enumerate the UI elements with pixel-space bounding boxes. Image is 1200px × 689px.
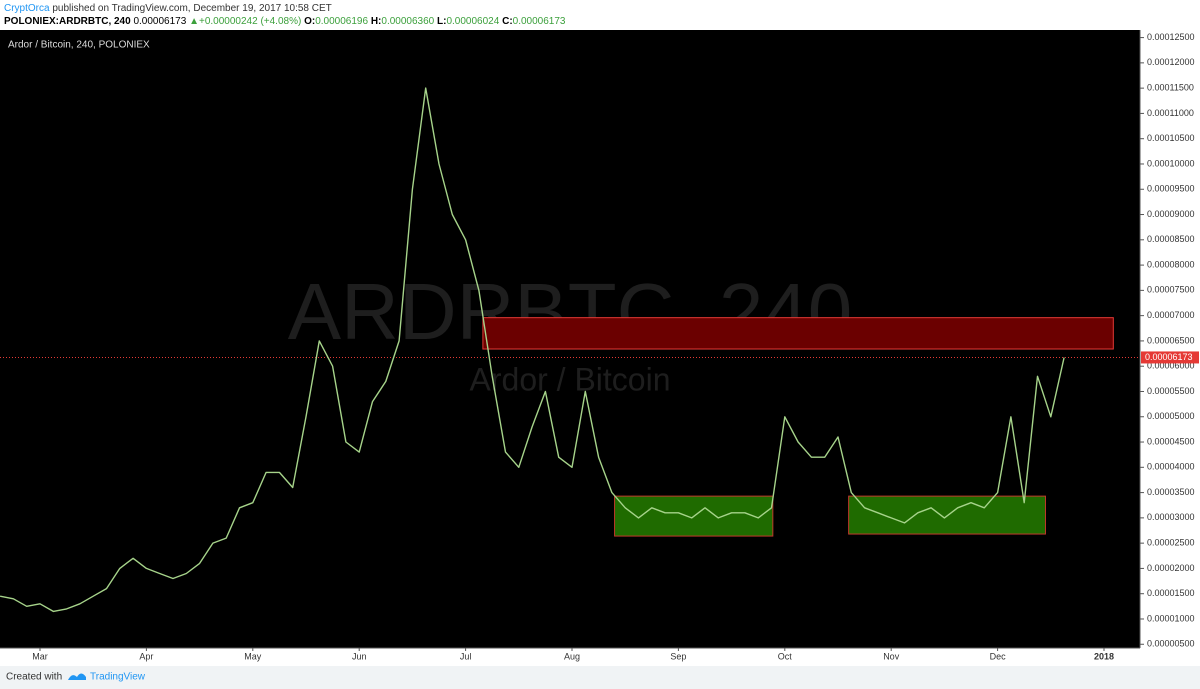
x-tick-label: Jun xyxy=(352,651,367,661)
open: 0.00006196 xyxy=(315,16,368,27)
y-tick-label: 0.00002500 xyxy=(1147,538,1195,548)
x-tick-label: Mar xyxy=(32,651,48,661)
y-tick-label: 0.00010500 xyxy=(1147,133,1195,143)
y-tick-label: 0.00000500 xyxy=(1147,639,1195,649)
arrow: ▲ xyxy=(189,16,199,27)
low: 0.00006024 xyxy=(446,16,499,27)
brand-logo xyxy=(68,673,86,680)
y-tick-label: 0.00001000 xyxy=(1147,613,1195,623)
y-tick-label: 0.00012000 xyxy=(1147,57,1195,67)
change: +0.00000242 (+4.08%) xyxy=(199,16,301,27)
y-tick-label: 0.00008000 xyxy=(1147,259,1195,269)
x-tick-label: Aug xyxy=(564,651,580,661)
y-tick-label: 0.00009000 xyxy=(1147,209,1195,219)
header-line-2: POLONIEX:ARDRBTC, 240 0.00006173 ▲+0.000… xyxy=(4,16,566,27)
y-tick-label: 0.00009500 xyxy=(1147,184,1195,194)
last-price-box xyxy=(1141,351,1199,364)
x-tick-label: Jul xyxy=(460,651,472,661)
x-tick-label: 2018 xyxy=(1094,651,1114,661)
y-tick-label: 0.00001500 xyxy=(1147,588,1195,598)
l-label: L: xyxy=(437,16,446,27)
x-tick-label: Sep xyxy=(670,651,686,661)
footer-brand[interactable]: TradingView xyxy=(90,672,146,683)
y-tick-label: 0.00006000 xyxy=(1147,361,1195,371)
y-tick-label: 0.00004500 xyxy=(1147,436,1195,446)
published: published on TradingView.com, December 1… xyxy=(52,3,331,14)
y-tick-label: 0.00012500 xyxy=(1147,32,1195,42)
y-tick-label: 0.00003000 xyxy=(1147,512,1195,522)
y-tick-label: 0.00010000 xyxy=(1147,158,1195,168)
y-tick-label: 0.00011500 xyxy=(1147,83,1194,93)
footer-created: Created with xyxy=(6,672,62,683)
x-tick-label: Nov xyxy=(883,651,900,661)
zone xyxy=(482,317,1114,350)
y-tick-label: 0.00007500 xyxy=(1147,285,1195,295)
y-tick-label: 0.00005500 xyxy=(1147,386,1195,396)
last-price-label: 0.00006173 xyxy=(1145,352,1193,362)
y-tick-label: 0.00006500 xyxy=(1147,335,1195,345)
price: 0.00006173 xyxy=(133,16,186,27)
close: 0.00006173 xyxy=(513,16,566,27)
y-tick-label: 0.00003500 xyxy=(1147,487,1195,497)
o-label: O: xyxy=(304,16,315,27)
x-tick-label: Apr xyxy=(139,651,153,661)
header-line-1: CryptOrca published on TradingView.com, … xyxy=(4,3,332,14)
watermark-sub: Ardor / Bitcoin xyxy=(470,361,671,397)
y-tick-label: 0.00007000 xyxy=(1147,310,1195,320)
price-line xyxy=(0,87,1065,613)
x-tick-label: Dec xyxy=(990,651,1007,661)
y-tick-label: 0.00005000 xyxy=(1147,411,1195,421)
h-label: H: xyxy=(371,16,382,27)
symbol: POLONIEX:ARDRBTC, 240 xyxy=(4,16,131,27)
chart-title: Ardor / Bitcoin, 240, POLONIEX xyxy=(8,40,150,51)
zones xyxy=(482,317,1114,537)
author[interactable]: CryptOrca xyxy=(4,3,50,14)
footer-bar xyxy=(0,666,1200,689)
y-tick-label: 0.00008500 xyxy=(1147,234,1195,244)
y-tick-label: 0.00004000 xyxy=(1147,462,1195,472)
plot xyxy=(0,87,1140,613)
high: 0.00006360 xyxy=(381,16,434,27)
y-tick-label: 0.00002000 xyxy=(1147,563,1195,573)
x-tick-label: Oct xyxy=(778,651,793,661)
x-tick-label: May xyxy=(244,651,262,661)
y-tick-label: 0.00011000 xyxy=(1147,108,1194,118)
c-label: C: xyxy=(502,16,513,27)
